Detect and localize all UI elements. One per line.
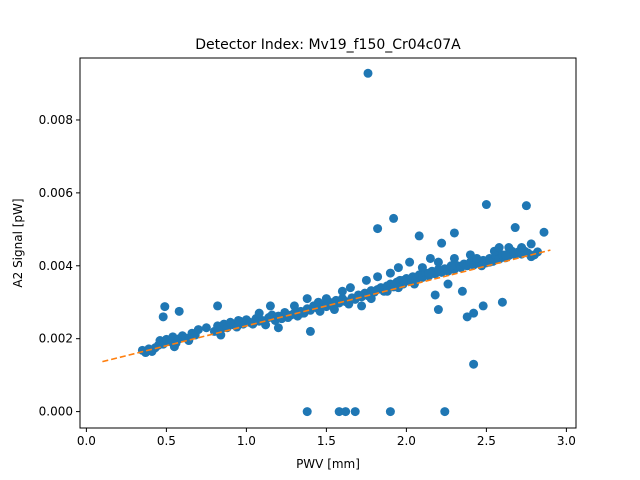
- data-point: [430, 290, 440, 300]
- x-tick-label: 0.0: [77, 434, 96, 448]
- data-point: [341, 407, 351, 417]
- x-tick-label: 3.0: [557, 434, 576, 448]
- data-point: [213, 301, 223, 311]
- x-tick-label: 2.0: [397, 434, 416, 448]
- data-point: [449, 228, 459, 238]
- data-point: [201, 323, 211, 333]
- data-point: [334, 407, 344, 417]
- data-point: [405, 257, 415, 267]
- data-point: [281, 312, 291, 322]
- data-point: [385, 407, 395, 417]
- data-point: [425, 253, 435, 263]
- data-point: [289, 301, 299, 311]
- y-tick-label: 0.006: [39, 186, 73, 200]
- data-point: [302, 407, 312, 417]
- y-tick-label: 0.008: [39, 113, 73, 127]
- x-tick-label: 1.0: [237, 434, 256, 448]
- data-point: [273, 323, 283, 333]
- x-tick-label: 2.5: [477, 434, 496, 448]
- data-point: [417, 263, 427, 273]
- data-point: [302, 294, 312, 304]
- data-point: [389, 213, 399, 223]
- data-point: [184, 336, 194, 346]
- data-point: [433, 305, 443, 315]
- fit-line-layer: [102, 249, 551, 363]
- data-point: [517, 243, 527, 253]
- data-point: [526, 239, 536, 249]
- data-point: [169, 342, 179, 352]
- data-point: [363, 68, 373, 78]
- data-point: [366, 294, 376, 304]
- y-tick-label: 0.004: [39, 259, 73, 273]
- x-axis-label: PWV [mm]: [296, 457, 360, 471]
- data-point: [449, 253, 459, 263]
- data-point: [469, 308, 479, 318]
- data-point: [433, 257, 443, 267]
- data-point: [510, 223, 520, 233]
- data-point: [539, 227, 549, 237]
- data-point: [373, 272, 383, 282]
- data-point: [385, 268, 395, 278]
- data-point: [357, 301, 367, 311]
- data-point: [478, 301, 488, 311]
- data-point: [393, 283, 403, 293]
- data-point: [443, 279, 453, 289]
- data-point: [160, 302, 170, 312]
- data-point: [469, 359, 479, 369]
- data-point: [313, 297, 323, 307]
- data-point: [337, 286, 347, 296]
- data-point: [193, 325, 203, 335]
- data-point: [497, 297, 507, 307]
- data-point: [440, 407, 450, 417]
- data-point: [457, 286, 467, 296]
- data-point: [254, 308, 264, 318]
- plot-frame: [79, 57, 577, 429]
- fit-line: [102, 249, 551, 363]
- data-point: [261, 320, 271, 330]
- x-tick-label: 0.5: [157, 434, 176, 448]
- data-point: [373, 224, 383, 234]
- data-point: [345, 283, 355, 293]
- data-point: [265, 301, 275, 311]
- x-tick-label: 1.5: [317, 434, 336, 448]
- data-point: [350, 407, 360, 417]
- data-point: [158, 312, 168, 322]
- data-point: [472, 253, 482, 263]
- data-point: [174, 306, 184, 316]
- data-point: [521, 201, 531, 211]
- data-point: [494, 243, 504, 253]
- data-point: [393, 263, 403, 273]
- data-point: [409, 279, 419, 289]
- data-point: [437, 238, 447, 248]
- data-point: [321, 294, 331, 304]
- data-point: [233, 315, 243, 325]
- data-point: [446, 261, 456, 271]
- data-point: [329, 305, 339, 315]
- y-axis: 0.000 0.002 0.004 0.006 0.008: [39, 113, 80, 419]
- data-point: [361, 275, 371, 285]
- data-point: [398, 275, 408, 285]
- data-point: [477, 261, 487, 271]
- y-axis-label: A2 Signal [pW]: [11, 198, 25, 287]
- plot-area: [80, 58, 576, 428]
- data-point: [424, 268, 434, 278]
- data-point: [414, 231, 424, 241]
- data-point: [501, 250, 511, 260]
- data-point: [305, 326, 315, 336]
- chart-title: Detector Index: Mv19_f150_Cr04c07A: [195, 37, 461, 53]
- y-tick-label: 0.002: [39, 332, 73, 346]
- x-axis: 0.0 0.5 1.0 1.5 2.0 2.5 3.0: [77, 428, 576, 448]
- y-tick-label: 0.000: [39, 405, 73, 419]
- data-point: [481, 200, 491, 210]
